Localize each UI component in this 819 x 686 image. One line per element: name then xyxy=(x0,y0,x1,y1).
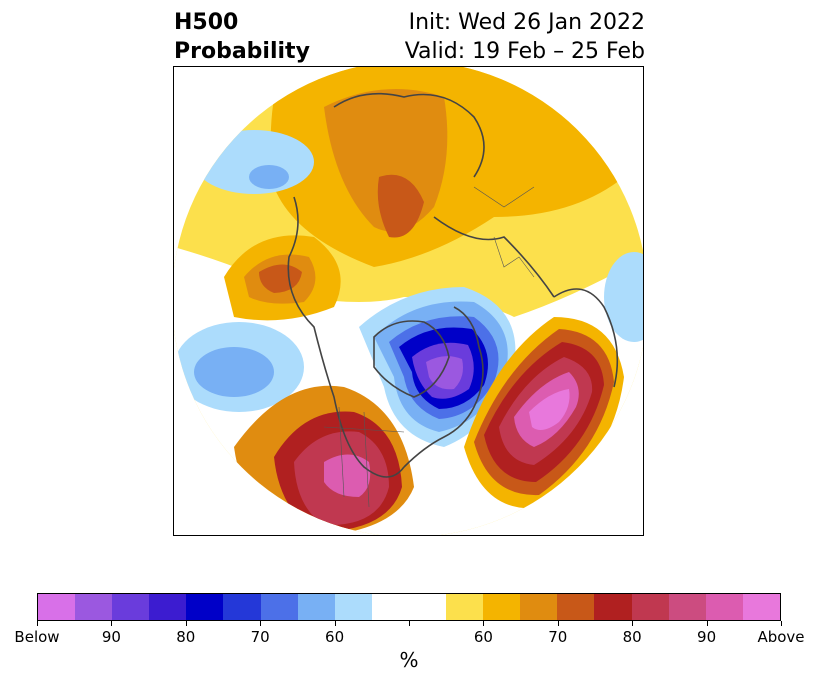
colorbar-unit: % xyxy=(399,648,419,672)
valid-range: Valid: 19 Feb – 25 Feb xyxy=(404,39,645,64)
pacific-above-80 xyxy=(259,264,302,293)
map-dates: Init: Wed 26 Jan 2022 Valid: 19 Feb – 25… xyxy=(360,8,645,66)
colorbar-tick xyxy=(781,621,782,626)
colorbar-swatch xyxy=(520,594,558,620)
colorbar-tick xyxy=(483,621,485,626)
us-core-2 xyxy=(324,454,371,497)
colorbar-tick-label: Below xyxy=(14,628,60,646)
colorbar-swatch xyxy=(186,594,224,620)
colorbar-swatch xyxy=(446,594,484,620)
colorbar-swatch xyxy=(557,594,595,620)
coastlines xyxy=(287,92,619,478)
borders xyxy=(323,186,535,508)
arctic-above-80 xyxy=(377,174,424,238)
colorbar-tick xyxy=(334,621,336,626)
colorbar-tick-label: 90 xyxy=(101,628,121,646)
colorbar-swatch xyxy=(371,594,409,620)
colorbar-tick-label: Above xyxy=(757,628,805,646)
colorbar-swatch xyxy=(594,594,632,620)
colorbar-swatch xyxy=(260,594,298,620)
colorbar-swatch xyxy=(112,594,150,620)
title-variable: H500 xyxy=(174,10,239,35)
colorbar-tick xyxy=(111,621,113,626)
colorbar-swatch xyxy=(483,594,521,620)
europe-below-50 xyxy=(604,252,643,342)
colorbar-tick-label: 60 xyxy=(325,628,345,646)
colorbar-tick-label: 70 xyxy=(250,628,270,646)
colorbar-swatch xyxy=(408,594,447,620)
colorbar-tick-label: 60 xyxy=(473,628,493,646)
colorbar-tick xyxy=(409,621,410,626)
colorbar-swatch xyxy=(149,594,187,620)
colorbar-swatch xyxy=(223,594,261,620)
pacific-below-60 xyxy=(194,347,274,397)
colorbar-swatch xyxy=(297,594,335,620)
colorbar-tick xyxy=(260,621,262,626)
colorbar-swatch xyxy=(705,594,743,620)
colorbar-tick xyxy=(37,621,38,626)
colorbar-swatch xyxy=(75,594,113,620)
title-product: Probability xyxy=(174,39,310,64)
colorbar-tick-label: 80 xyxy=(176,628,196,646)
map-title: H500 Probability xyxy=(174,8,310,66)
colorbar-tick xyxy=(185,621,187,626)
colorbar-tick xyxy=(706,621,708,626)
colorbar-swatch xyxy=(742,594,780,620)
colorbar xyxy=(37,593,781,621)
colorbar-tick xyxy=(557,621,559,626)
atlantic-core-3 xyxy=(529,389,570,431)
alaska-below-60 xyxy=(249,165,289,189)
map-canvas xyxy=(174,67,643,535)
colorbar-tick-label: 70 xyxy=(548,628,568,646)
colorbar-tick xyxy=(632,621,634,626)
colorbar-swatch xyxy=(38,594,76,620)
probability-map xyxy=(173,66,644,536)
colorbar-swatch xyxy=(334,594,372,620)
init-date: Init: Wed 26 Jan 2022 xyxy=(408,10,645,35)
colorbar-swatch xyxy=(631,594,669,620)
colorbar-swatch xyxy=(668,594,706,620)
colorbar-tick-label: 90 xyxy=(697,628,717,646)
colorbar-tick-label: 80 xyxy=(622,628,642,646)
